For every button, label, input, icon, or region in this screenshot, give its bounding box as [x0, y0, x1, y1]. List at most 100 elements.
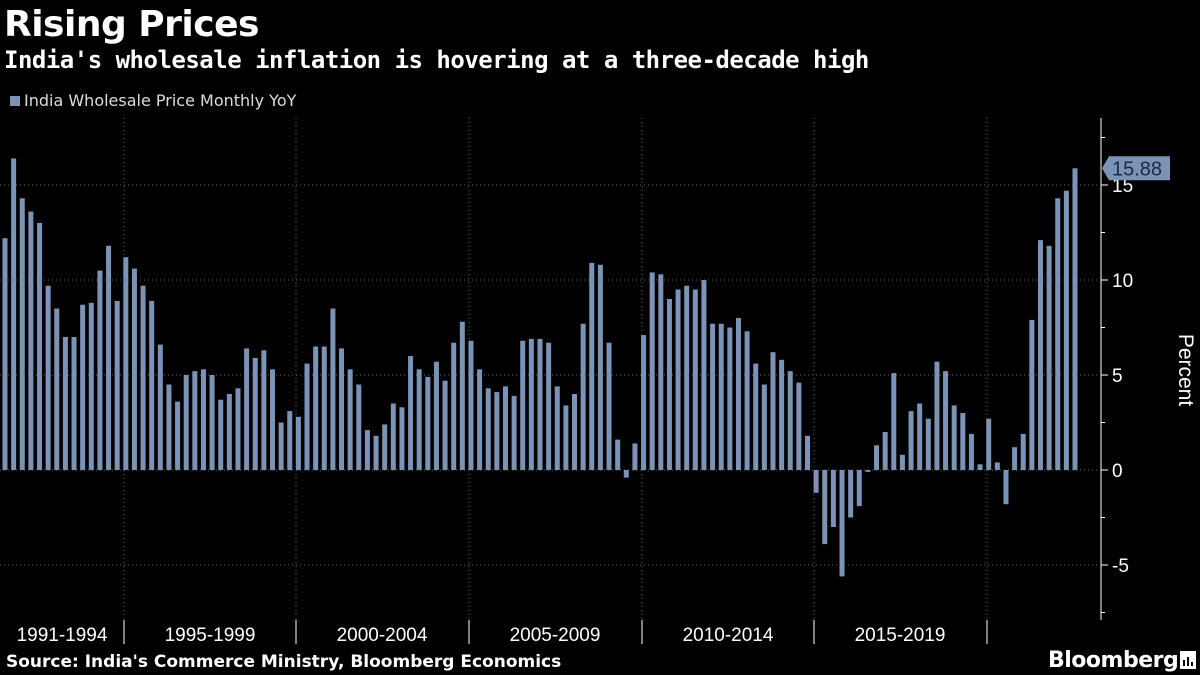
bar	[1063, 190, 1069, 470]
bar	[528, 338, 534, 470]
bar	[925, 418, 931, 470]
bar	[597, 264, 603, 470]
chart-legend: India Wholesale Price Monthly YoY	[10, 91, 296, 110]
bar	[960, 413, 966, 470]
bar	[1003, 470, 1009, 505]
bloomberg-badge-icon	[1180, 651, 1196, 669]
bar	[666, 299, 672, 470]
bar	[477, 369, 483, 470]
bar	[442, 380, 448, 470]
bar	[356, 384, 362, 470]
bar	[641, 335, 647, 470]
bar	[485, 388, 491, 470]
x-tick-label: 2010-2014	[683, 625, 774, 646]
bar	[1012, 447, 1018, 470]
bar	[200, 369, 206, 470]
bar	[917, 403, 923, 470]
bar	[313, 346, 319, 470]
x-tick-label: 1991-1994	[17, 625, 108, 646]
bar	[761, 384, 767, 470]
bloomberg-logo: Bloomberg	[1048, 648, 1179, 673]
y-tick-label: 5	[1112, 366, 1123, 387]
x-tick-label: 1995-1999	[165, 625, 256, 646]
callout-box	[1102, 156, 1170, 181]
bar	[399, 407, 405, 470]
bar	[140, 285, 146, 470]
bar	[252, 357, 258, 470]
legend-label: India Wholesale Price Monthly YoY	[24, 91, 297, 110]
last-value-callout: 15.88	[1102, 156, 1170, 181]
bar	[779, 359, 785, 470]
bar	[114, 300, 120, 470]
bar	[451, 342, 457, 470]
bar	[261, 350, 267, 470]
bar	[856, 470, 862, 507]
bar	[692, 289, 698, 470]
bar	[753, 363, 759, 470]
bar	[433, 361, 439, 470]
bar	[97, 270, 103, 470]
bar	[2, 238, 8, 470]
bar	[278, 422, 284, 470]
bar	[295, 416, 301, 470]
bar	[502, 386, 508, 470]
bar	[684, 285, 690, 470]
bar	[45, 285, 51, 470]
bar	[718, 323, 724, 470]
chart-subtitle: India's wholesale inflation is hovering …	[4, 46, 869, 74]
x-tick-label: 2005-2009	[510, 625, 601, 646]
bar	[468, 340, 474, 470]
bar	[106, 245, 112, 470]
y-tick-label: 0	[1112, 461, 1123, 482]
bar	[416, 369, 422, 470]
bar	[796, 382, 802, 470]
bar	[554, 386, 560, 470]
bar	[770, 352, 776, 470]
bar	[839, 470, 845, 577]
x-tick-label: 2015-2019	[855, 625, 946, 646]
bar	[347, 369, 353, 470]
last-value-label: 15.88	[1112, 158, 1162, 180]
bar	[908, 411, 914, 470]
bar	[19, 198, 25, 471]
bar	[606, 342, 612, 470]
bar	[175, 401, 181, 470]
bar	[149, 300, 155, 470]
bar	[209, 375, 215, 470]
bar	[727, 327, 733, 470]
bar	[270, 369, 275, 470]
bar	[80, 304, 86, 470]
bar	[546, 342, 552, 470]
bar	[658, 274, 664, 470]
bar	[1029, 319, 1035, 470]
bar	[735, 318, 741, 470]
legend-swatch	[10, 95, 20, 106]
bar	[364, 430, 370, 470]
bar	[891, 373, 897, 470]
bar	[1072, 168, 1078, 470]
bar	[537, 338, 543, 470]
bar	[934, 361, 940, 470]
bar	[390, 403, 396, 470]
bar	[330, 308, 336, 470]
bar	[235, 388, 241, 470]
bar	[882, 432, 888, 470]
bar	[1037, 240, 1043, 470]
bar	[787, 371, 793, 470]
bar	[943, 371, 949, 470]
bar	[520, 340, 526, 470]
bar	[623, 470, 629, 478]
source-note: Source: India's Commerce Ministry, Bloom…	[6, 652, 562, 672]
bar	[131, 268, 137, 470]
bar	[848, 470, 854, 518]
bar	[899, 454, 905, 470]
bar	[563, 405, 569, 470]
bar	[62, 337, 68, 470]
bar	[572, 394, 578, 470]
bar	[192, 371, 198, 470]
bar	[1020, 433, 1026, 470]
bar	[511, 395, 517, 470]
y-tick-label: 15	[1112, 176, 1133, 197]
bar	[977, 464, 983, 470]
